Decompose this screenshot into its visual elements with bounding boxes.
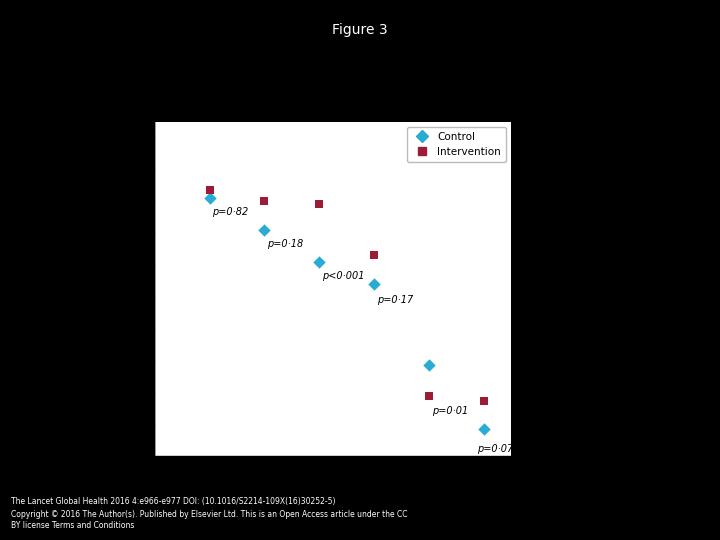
Point <box>204 186 215 194</box>
Point <box>258 197 270 206</box>
Text: p=0·01: p=0·01 <box>432 406 468 416</box>
Text: The Lancet Global Health 2016 4:e966-e977 DOI: (10.1016/S2214-109X(16)30252-5): The Lancet Global Health 2016 4:e966-e97… <box>11 497 336 505</box>
Point <box>478 425 490 434</box>
Legend: Control, Intervention: Control, Intervention <box>407 127 506 163</box>
X-axis label: Age of child (months): Age of child (months) <box>269 481 397 494</box>
Text: p=0·82: p=0·82 <box>212 207 248 218</box>
Text: p<0·001: p<0·001 <box>322 271 364 281</box>
Text: p=0·17: p=0·17 <box>377 295 413 305</box>
Point <box>258 226 270 234</box>
Text: p=0·07: p=0·07 <box>477 444 513 454</box>
Point <box>313 258 325 266</box>
Text: p=0·18: p=0·18 <box>267 239 303 249</box>
Point <box>423 392 435 400</box>
Text: BY license Terms and Conditions: BY license Terms and Conditions <box>11 522 134 530</box>
Text: Copyright © 2016 The Author(s). Published by Elsevier Ltd. This is an Open Acces: Copyright © 2016 The Author(s). Publishe… <box>11 510 408 518</box>
Point <box>369 251 380 260</box>
Point <box>423 361 435 370</box>
Point <box>369 280 380 288</box>
Point <box>478 396 490 405</box>
Y-axis label: Proportion of infants exclusively breastfed
at endline (cluster-level means): Proportion of infants exclusively breast… <box>101 179 122 399</box>
Point <box>204 194 215 202</box>
Text: Figure 3: Figure 3 <box>332 23 388 37</box>
Point <box>313 200 325 209</box>
